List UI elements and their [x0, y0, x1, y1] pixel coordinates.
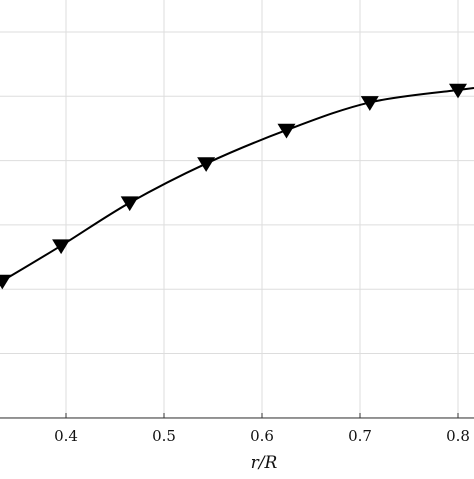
tick-labels: 0.4 0.5 0.6 0.7 0.8: [54, 427, 470, 445]
markers: [0, 83, 467, 290]
x-tick-label: 0.5: [152, 427, 176, 445]
axes: [0, 413, 474, 419]
x-tick-label: 0.7: [348, 427, 372, 445]
series: [1, 87, 474, 282]
x-axis-label: r/R: [251, 453, 278, 473]
x-tick-label: 0.8: [446, 427, 470, 445]
data-point-marker: [360, 96, 379, 111]
x-tick-label: 0.4: [54, 427, 78, 445]
data-point-marker: [197, 157, 216, 172]
data-point-marker: [277, 123, 296, 139]
series-line: [1, 87, 474, 282]
grid: [0, 0, 474, 419]
x-tick-label: 0.6: [250, 427, 274, 445]
data-point-marker: [449, 83, 467, 99]
data-point-marker: [0, 274, 12, 290]
data-point-marker: [120, 196, 139, 212]
data-point-marker: [52, 239, 71, 255]
